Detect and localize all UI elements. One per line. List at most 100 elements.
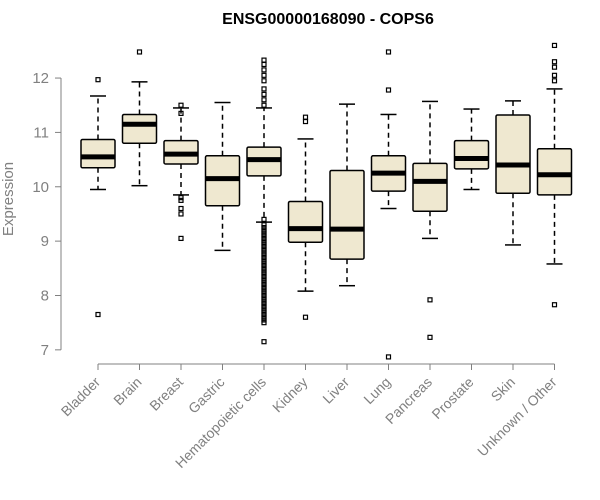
outlier-point bbox=[261, 317, 267, 323]
outlier-point bbox=[261, 314, 267, 320]
x-tick-label: Breast bbox=[146, 374, 186, 414]
outlier-point bbox=[261, 246, 267, 252]
outlier-point bbox=[178, 110, 184, 116]
box-hematopoietic-cells bbox=[246, 57, 282, 345]
iqr-box bbox=[412, 162, 448, 212]
outlier-point bbox=[427, 334, 433, 340]
axes: 7 8 9 10 11 12 bbox=[32, 70, 555, 370]
box-bladder bbox=[80, 77, 116, 318]
outlier-point bbox=[551, 42, 558, 49]
outlier-point bbox=[261, 320, 267, 326]
outlier-point bbox=[261, 284, 267, 290]
outlier-point bbox=[551, 302, 558, 308]
outlier-point bbox=[261, 91, 267, 97]
outlier-point bbox=[427, 297, 433, 303]
outlier-point bbox=[551, 72, 558, 78]
iqr-box bbox=[453, 139, 490, 170]
outlier-point bbox=[302, 314, 309, 320]
y-tick-label: 7 bbox=[41, 342, 49, 359]
outlier-point bbox=[261, 216, 267, 222]
outlier-point bbox=[261, 309, 267, 315]
outlier-point bbox=[261, 57, 267, 63]
outlier-point bbox=[261, 78, 267, 84]
y-tick-label: 11 bbox=[33, 124, 49, 141]
x-tick-label: Unknown / Other bbox=[474, 374, 560, 460]
box-prostate bbox=[453, 108, 490, 191]
box-gastric bbox=[204, 101, 241, 252]
iqr-box bbox=[80, 138, 116, 169]
box-brain bbox=[121, 49, 158, 187]
x-tick-label: Skin bbox=[488, 374, 519, 405]
outlier-point bbox=[261, 252, 267, 258]
outlier-point bbox=[261, 97, 267, 103]
outlier-point bbox=[551, 78, 558, 84]
outlier-point bbox=[261, 292, 267, 299]
box-skin bbox=[495, 100, 531, 246]
outlier-point bbox=[302, 114, 309, 120]
outlier-point bbox=[261, 265, 267, 271]
iqr-box bbox=[495, 114, 531, 195]
outlier-point bbox=[261, 298, 267, 304]
box-liver bbox=[329, 103, 365, 287]
outlier-point bbox=[261, 339, 267, 345]
boxes-layer bbox=[80, 42, 573, 360]
outlier-point bbox=[261, 67, 267, 73]
iqr-box bbox=[329, 169, 365, 260]
outlier-point bbox=[261, 279, 267, 285]
iqr-box bbox=[121, 113, 158, 145]
outlier-point bbox=[261, 260, 267, 266]
x-tick-label: Bladder bbox=[58, 374, 104, 420]
outlier-point bbox=[261, 243, 267, 250]
outlier-point bbox=[261, 241, 267, 247]
y-tick-label: 12 bbox=[32, 70, 49, 87]
outlier-point bbox=[178, 102, 184, 108]
box-pancreas bbox=[412, 100, 448, 340]
outlier-point bbox=[95, 311, 101, 318]
outlier-point bbox=[261, 72, 267, 78]
outlier-point bbox=[261, 222, 267, 228]
outlier-point bbox=[385, 87, 392, 93]
outlier-point bbox=[178, 235, 184, 242]
x-tick-label: Prostate bbox=[428, 374, 476, 422]
outlier-point bbox=[261, 224, 267, 231]
outlier-point bbox=[261, 233, 267, 239]
iqr-box bbox=[536, 147, 573, 196]
outlier-point bbox=[261, 262, 267, 269]
x-tick-label: Brain bbox=[110, 374, 144, 408]
outlier-point bbox=[261, 303, 267, 309]
outlier-point bbox=[261, 254, 267, 261]
x-tick-label: Lung bbox=[360, 374, 393, 407]
outlier-point bbox=[261, 86, 267, 92]
outlier-point bbox=[261, 273, 267, 280]
outlier-point bbox=[302, 118, 309, 125]
outlier-point bbox=[551, 59, 558, 65]
box-breast bbox=[163, 102, 199, 242]
outlier-point bbox=[261, 295, 267, 301]
outlier-point bbox=[261, 61, 267, 68]
chart-title: ENSG00000168090 - COPS6 bbox=[222, 11, 434, 28]
iqr-box bbox=[287, 200, 324, 243]
outlier-point bbox=[261, 230, 267, 236]
outlier-point bbox=[261, 301, 267, 307]
outlier-point bbox=[385, 49, 392, 55]
outlier-point bbox=[261, 271, 267, 277]
outlier-point bbox=[178, 205, 184, 212]
outlier-point bbox=[261, 102, 267, 108]
outlier-point bbox=[261, 227, 267, 233]
y-axis-label: Expression bbox=[0, 162, 17, 236]
outlier-point bbox=[178, 211, 184, 217]
x-tick-label: Kidney bbox=[269, 374, 311, 416]
outlier-point bbox=[261, 306, 267, 312]
outlier-point bbox=[261, 238, 267, 244]
outlier-point bbox=[261, 287, 267, 293]
outlier-point bbox=[261, 276, 267, 282]
outlier-point bbox=[178, 195, 184, 201]
outlier-point bbox=[261, 257, 267, 263]
y-tick-label: 10 bbox=[32, 179, 49, 196]
outlier-point bbox=[178, 197, 184, 203]
outlier-point bbox=[261, 282, 267, 288]
outlier-point bbox=[385, 354, 392, 360]
outlier-point bbox=[95, 77, 101, 83]
